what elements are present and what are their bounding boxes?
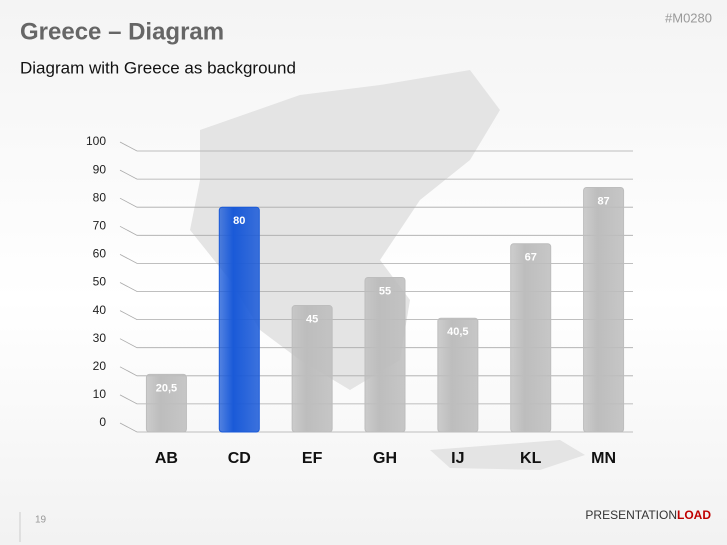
- bar: [437, 317, 479, 433]
- x-tick-label: KL: [520, 450, 542, 467]
- grid-line: [119, 225, 633, 236]
- map-background: [190, 70, 500, 390]
- grid-line: [119, 169, 633, 180]
- grid-line: [119, 282, 633, 292]
- y-tick-label: 80: [93, 190, 107, 204]
- value-label: 20,5: [156, 382, 177, 394]
- y-tick-label: 90: [93, 162, 107, 176]
- x-tick-label: MN: [591, 450, 616, 467]
- x-tick-label: IJ: [451, 450, 464, 467]
- value-label: 55: [379, 285, 391, 297]
- value-label: 67: [525, 252, 537, 264]
- value-label: 40,5: [447, 326, 468, 338]
- code: #M0280: [665, 10, 712, 25]
- value-label: 87: [597, 195, 609, 207]
- x-tick-label: GH: [373, 450, 397, 467]
- bar: [291, 305, 333, 433]
- x-tick-label: CD: [228, 450, 251, 467]
- y-tick-label: 0: [99, 415, 106, 429]
- x-tick-label: EF: [302, 450, 323, 467]
- map-island: [430, 440, 585, 470]
- y-tick-label: 30: [93, 331, 107, 345]
- page-number: 19: [35, 515, 47, 526]
- bar: [364, 276, 406, 433]
- value-label: 45: [306, 313, 318, 325]
- grid-line: [119, 197, 633, 208]
- grid-line: [119, 254, 633, 264]
- bar: [583, 187, 625, 433]
- value-label: 80: [233, 215, 245, 227]
- y-tick-label: 50: [93, 275, 107, 289]
- x-tick-label: AB: [155, 450, 178, 467]
- y-tick-label: 60: [93, 247, 107, 261]
- bar: [145, 373, 187, 433]
- bar: [218, 206, 260, 433]
- y-tick-label: 70: [93, 218, 107, 232]
- y-tick-label: 100: [86, 134, 106, 148]
- y-tick-label: 20: [93, 359, 107, 373]
- grid-line: [119, 141, 633, 152]
- logo: PRESENTATIONLOAD: [585, 508, 711, 522]
- subtitle: Diagram with Greece as background: [20, 58, 296, 77]
- bar: [510, 243, 552, 433]
- y-tick-label: 40: [93, 303, 107, 317]
- logo-part: PRESENTATION: [585, 508, 677, 522]
- y-tick-label: 10: [93, 387, 107, 401]
- logo-part: LOAD: [677, 508, 711, 522]
- title: Greece – Diagram: [20, 18, 224, 45]
